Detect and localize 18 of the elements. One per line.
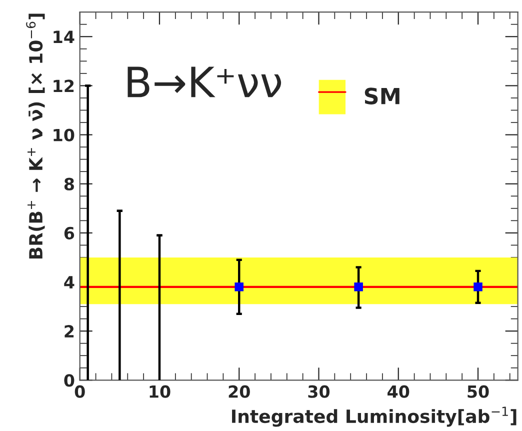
x-tick-label: 40: [388, 385, 410, 398]
y-axis-title: BR(B$^{+}$ → K$^{+}$ ν ν̄) [× 10$^{−6}$]: [26, 14, 45, 258]
x-tick-label: 10: [150, 385, 170, 398]
annotation: B→K⁺νν: [128, 66, 282, 98]
y-tick-label: 0: [64, 374, 74, 387]
y-tick-label: 10: [54, 128, 74, 142]
x-tick-label: 30: [308, 385, 330, 398]
y-tick-label: 6: [64, 226, 74, 240]
x-tick-label: 20: [228, 385, 250, 398]
y-tick-label: 12: [54, 80, 74, 92]
x-axis-title: Integrated Luminosity[ab$^{−1}$]: [232, 406, 516, 427]
x-tick-label: 0: [74, 385, 85, 398]
y-tick-label: 2: [64, 325, 74, 338]
y-tick-label: 4: [64, 276, 74, 288]
y-tick-label: 8: [64, 178, 74, 190]
legend-label: SM: [364, 88, 400, 104]
x-tick-label: 50: [468, 385, 489, 398]
y-tick-label: 14: [54, 30, 74, 43]
